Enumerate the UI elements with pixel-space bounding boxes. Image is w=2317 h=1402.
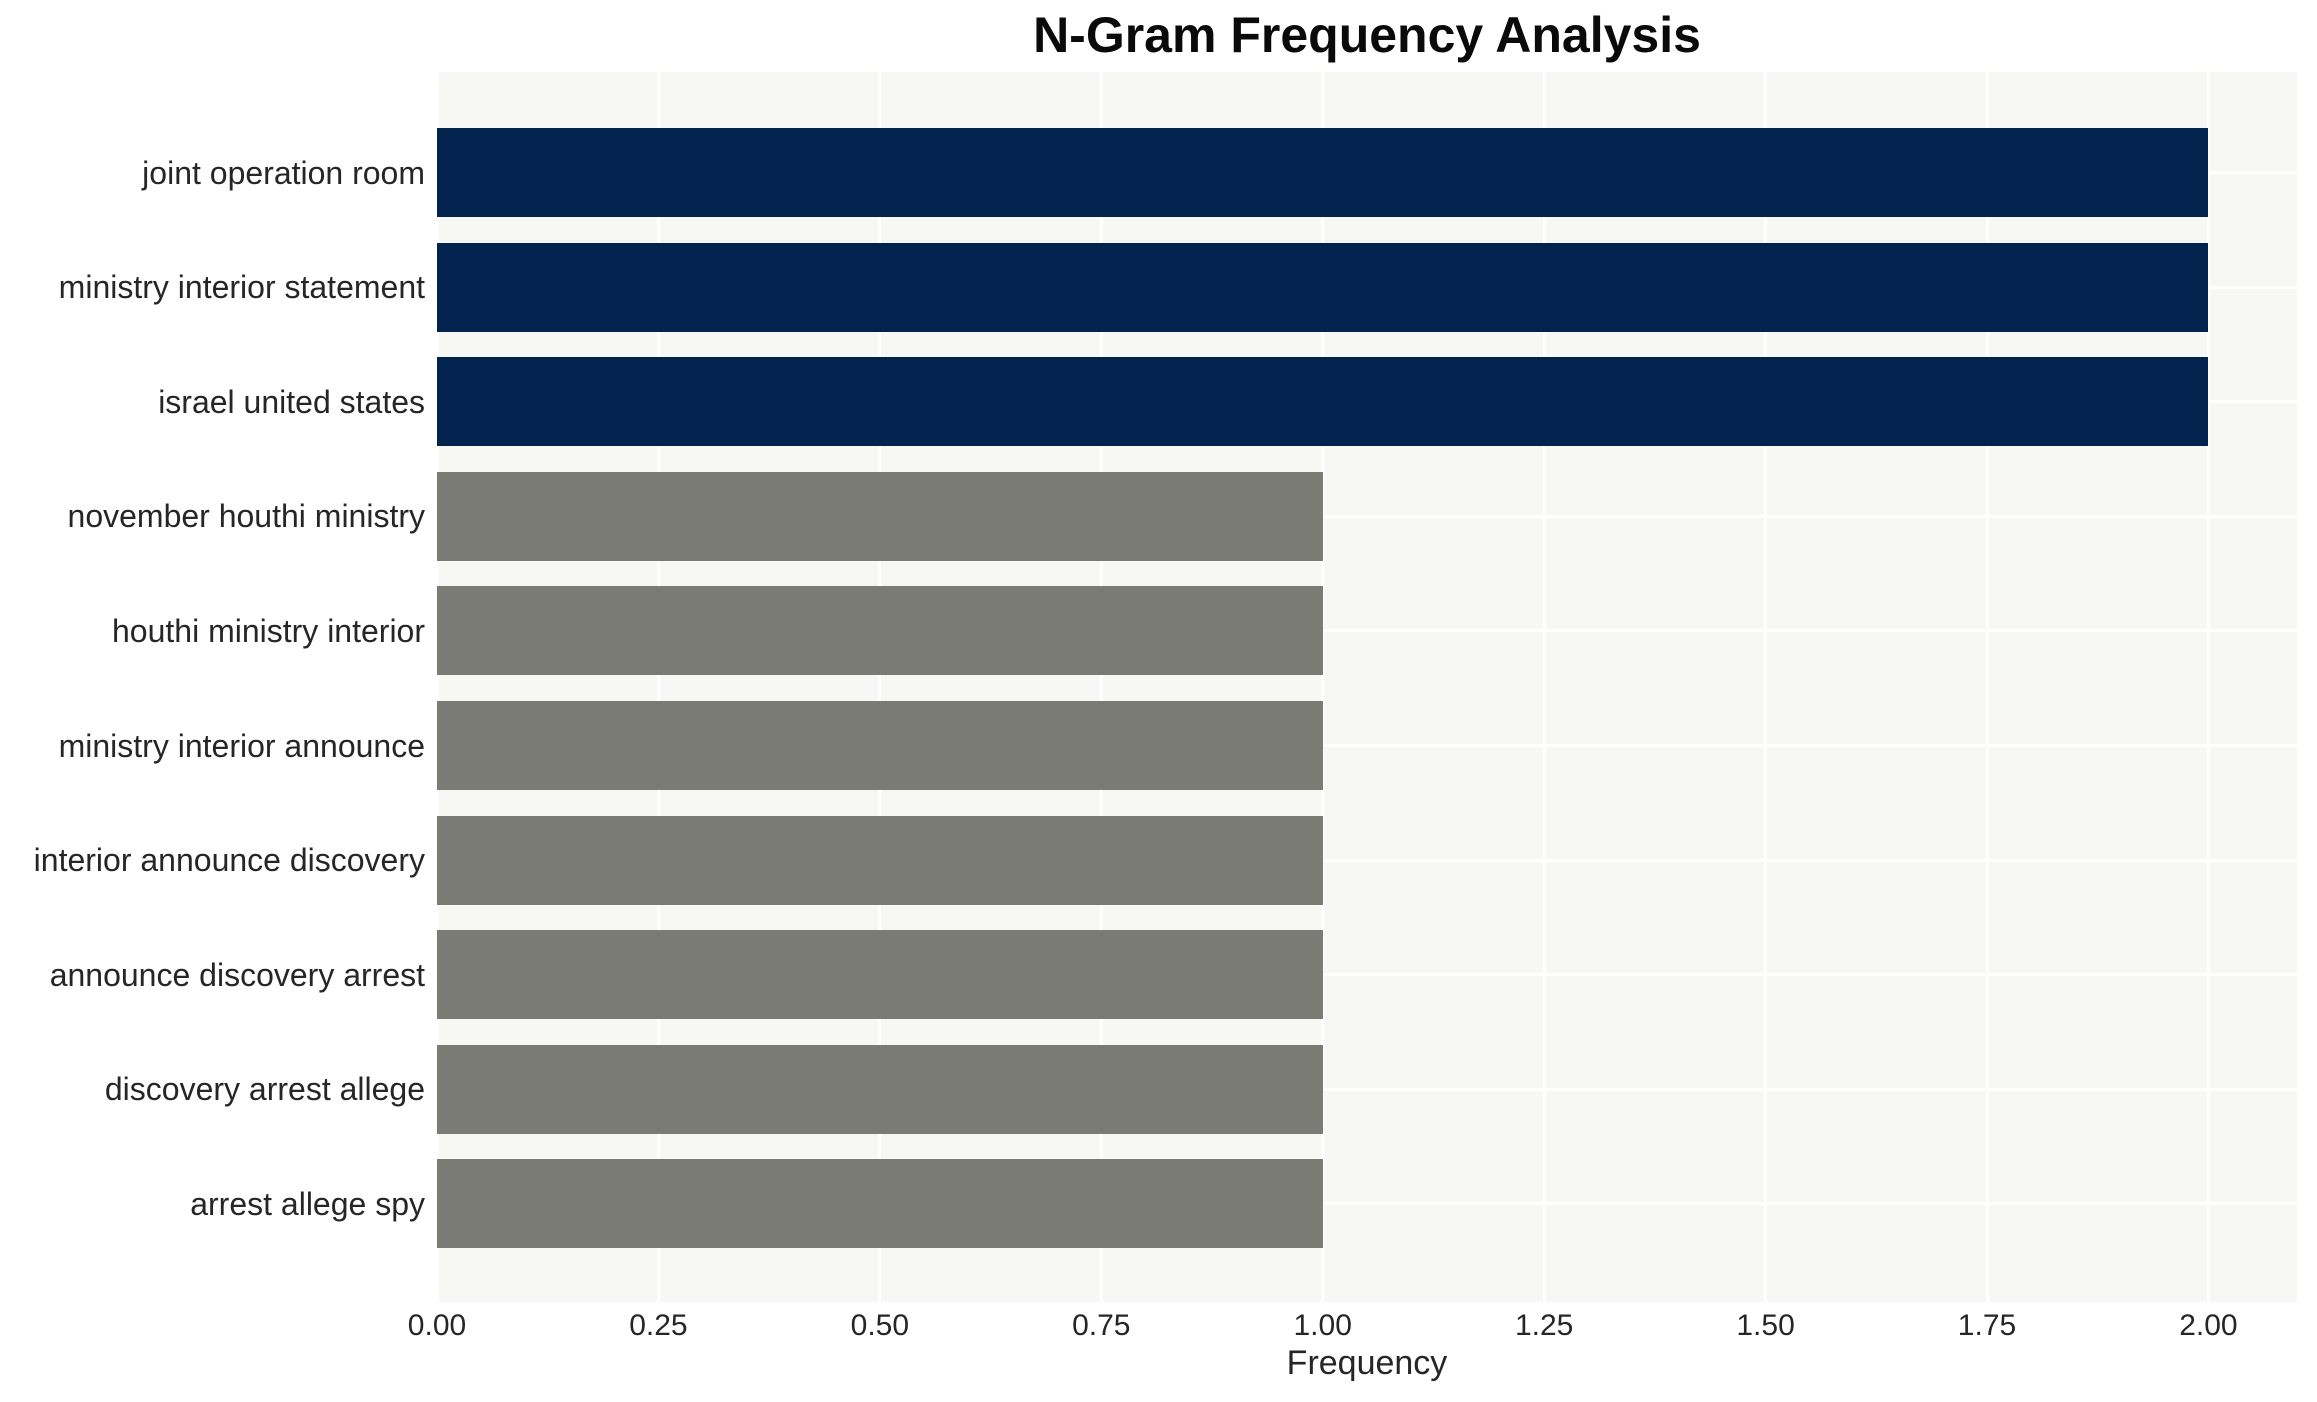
y-tick-label: arrest allege spy [190,1185,425,1222]
bar [437,1044,1323,1134]
x-tick-label: 0.50 [850,1309,910,1342]
bar [437,242,2209,332]
grid-line-horizontal [437,744,2297,747]
grid-line-vertical [1099,72,1103,1302]
grid-line-horizontal [437,1202,2297,1206]
bar [437,1159,1323,1249]
bar [437,586,1323,676]
grid-line-vertical [1985,72,1989,1302]
x-tick-label: 1.00 [1293,1309,1352,1342]
plot-area [435,72,2297,1302]
y-tick-label: ministry interior announce [58,727,425,764]
grid-line-vertical [1542,72,1546,1302]
y-tick-label: joint operation room [142,154,425,191]
y-tick-label: discovery arrest allege [104,1071,425,1108]
x-tick-label: 1.50 [1736,1309,1795,1342]
x-axis-title: Frequency [1286,1344,1448,1382]
bar [437,471,1323,561]
grid-line-horizontal [437,858,2297,862]
bar [437,930,1323,1020]
y-tick-label: announce discovery arrest [49,956,425,993]
chart-title: N-Gram Frequency Analysis [1033,7,1701,63]
y-tick-label: november houthi ministry [67,498,425,535]
x-tick-label: 0.75 [1072,1309,1131,1342]
x-tick-label: 1.25 [1514,1309,1574,1342]
grid-line-horizontal [437,1087,2297,1091]
grid-line-horizontal [437,514,2297,518]
x-tick-label: 0.25 [629,1309,688,1342]
y-tick-label: interior announce discovery [33,842,425,879]
y-tick-label: ministry interior statement [58,269,425,306]
bar [437,815,1323,905]
grid-line-horizontal [437,629,2297,633]
y-tick-label: israel united states [158,383,425,420]
y-axis-labels: joint operation room ministry interior st… [0,0,425,1402]
bar [437,128,2209,217]
grid-line-vertical [878,72,882,1302]
grid-line-vertical [435,72,439,1302]
x-tick-label: 1.75 [1957,1309,2017,1342]
bar [437,357,2209,447]
grid-line-vertical [656,72,660,1302]
x-tick-label: 2.00 [2179,1309,2238,1342]
grid-line-vertical [2206,72,2210,1302]
grid-line-vertical [1764,72,1768,1302]
y-tick-label: houthi ministry interior [112,612,425,649]
bar [437,701,1323,790]
grid-line-vertical [1321,72,1325,1302]
grid-line-horizontal [437,973,2297,977]
